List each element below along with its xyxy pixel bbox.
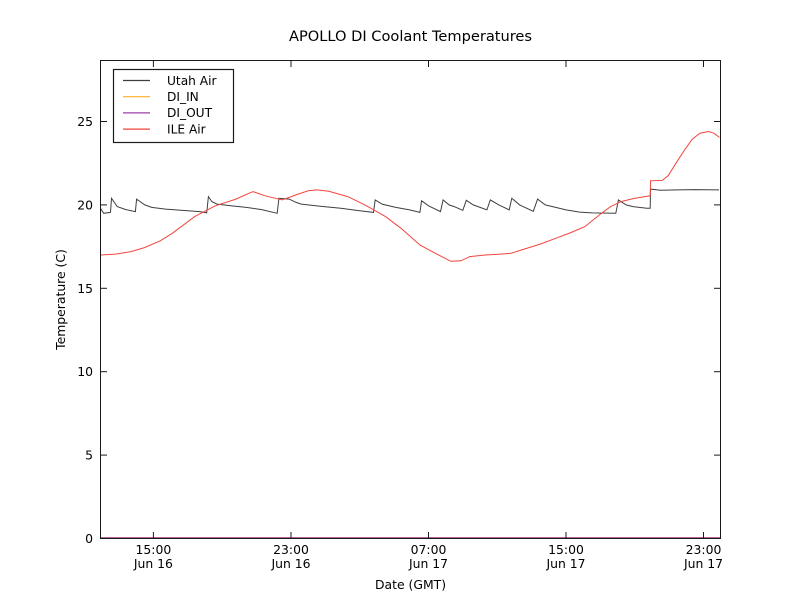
series-utah-air-line xyxy=(100,188,720,214)
y-tick-label: 10 xyxy=(77,364,93,379)
chart-title: APOLLO DI Coolant Temperatures xyxy=(289,28,532,45)
x-axis-tick-labels: 15:00 Jun 16 23:00 Jun 16 07:00 Jun 17 15:00 Ju… xyxy=(133,542,723,571)
legend-item: Utah Air xyxy=(123,74,217,88)
y-axis-ticks xyxy=(100,121,721,539)
legend-box xyxy=(112,68,235,144)
legend-item: DI_IN xyxy=(123,90,199,104)
legend-label: DI_IN xyxy=(167,90,199,104)
x-tick-label: 07:00 Jun 17 xyxy=(408,542,448,571)
x-axis-label: Date (GMT) xyxy=(375,577,446,592)
y-axis-label: Temperature (C) xyxy=(53,249,68,351)
y-tick-label: 25 xyxy=(77,114,93,129)
legend-label: Utah Air xyxy=(167,74,217,88)
y-tick-label: 15 xyxy=(77,281,93,296)
x-tick-label: 23:00 Jun 17 xyxy=(683,542,723,571)
legend-label: DI_OUT xyxy=(167,106,213,120)
legend: Utah Air DI_IN DI_OUT ILE Air xyxy=(112,68,235,144)
series-ile-air-line xyxy=(100,130,720,262)
y-axis-tick-labels: 0 5 10 15 20 25 xyxy=(77,114,93,546)
x-tick-label: 23:00 Jun 16 xyxy=(270,542,310,571)
legend-item: DI_OUT xyxy=(123,106,213,120)
plot-series xyxy=(100,130,721,539)
plot-border xyxy=(100,60,721,539)
x-tick-label: 15:00 Jun 16 xyxy=(133,542,173,571)
y-tick-label: 5 xyxy=(85,448,93,463)
y-tick-label: 20 xyxy=(77,197,93,212)
legend-item: ILE Air xyxy=(123,122,207,136)
x-axis-ticks xyxy=(152,60,704,539)
x-tick-label: 15:00 Jun 17 xyxy=(545,542,585,571)
legend-label: ILE Air xyxy=(167,122,207,136)
y-tick-label: 0 xyxy=(85,531,93,546)
